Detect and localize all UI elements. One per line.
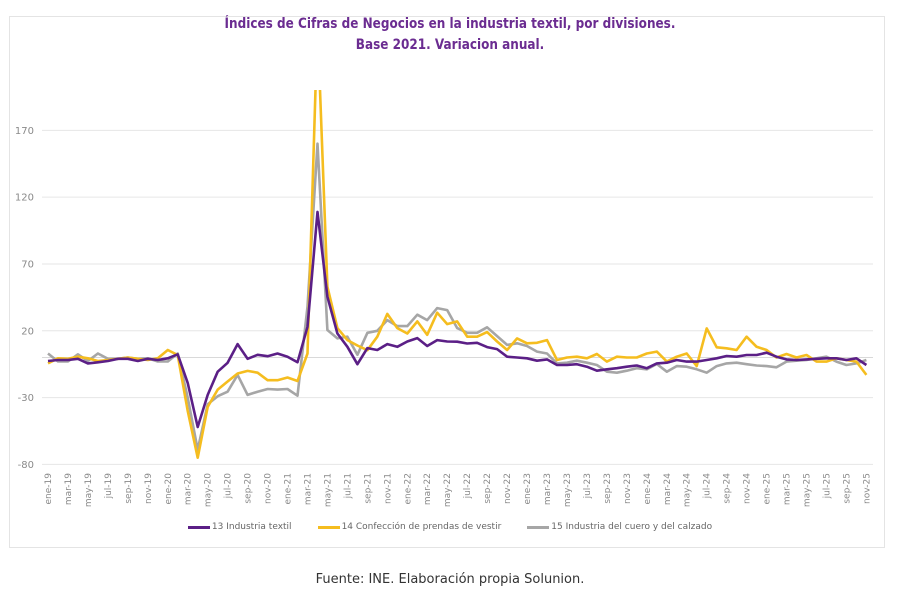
legend-swatch-textil xyxy=(187,525,210,529)
x-tick-label: nov-20 xyxy=(264,473,274,504)
x-tick-label: mar-19 xyxy=(64,473,74,505)
legend-item-confeccion[interactable]: 14 Confección de prendas de vestir xyxy=(317,522,502,532)
x-tick-label: ene-21 xyxy=(284,473,294,504)
x-tick-label: mar-25 xyxy=(783,473,793,505)
x-tick-label: ene-22 xyxy=(403,473,413,504)
gridlines xyxy=(42,129,873,465)
x-tick-label: jul-22 xyxy=(463,473,473,499)
chart-subtitle: Base 2021. Variacion anual. xyxy=(355,37,545,53)
x-tick-label: ene-24 xyxy=(643,473,653,505)
x-tick-label: jul-24 xyxy=(703,473,713,500)
x-tick-label: nov-23 xyxy=(623,473,633,504)
y-tick-label: 70 xyxy=(21,259,34,270)
x-tick-label: sep-19 xyxy=(124,473,134,504)
x-tick-label: jul-20 xyxy=(224,473,234,500)
x-tick-label: mar-21 xyxy=(303,473,313,505)
x-tick-label: ene-20 xyxy=(164,473,174,505)
x-tick-label: mar-20 xyxy=(184,473,194,505)
x-tick-label: sep-20 xyxy=(244,473,254,504)
y-tick-label: -30 xyxy=(18,393,34,404)
x-tick-label: may-21 xyxy=(323,473,333,507)
chart-title: Índices de Cifras de Negocios en la indu… xyxy=(63,14,837,56)
x-tick-label: mar-22 xyxy=(423,473,433,505)
legend-item-cuero[interactable]: 15 Industria del cuero y del calzado xyxy=(527,522,712,532)
series-line-cuero xyxy=(47,142,867,452)
x-tick-label: may-20 xyxy=(204,473,214,507)
y-axis-ticks: 170 120 70 20 -30 -80 xyxy=(15,126,34,471)
x-axis-ticks: ene-19 mar-19 may-19 jul-19 sep-19 nov-19 ene-… xyxy=(44,473,872,507)
x-tick-label: nov-25 xyxy=(862,473,872,504)
legend-swatch-confeccion xyxy=(317,525,340,529)
source-footer: Fuente: INE. Elaboración propia Solunion… xyxy=(315,572,585,587)
x-tick-label: jul-25 xyxy=(822,473,832,499)
series-line-textil xyxy=(47,210,868,429)
chart-container xyxy=(9,16,885,548)
chart-title-line1: Índices de Cifras de Negocios en la indu… xyxy=(224,16,676,32)
legend-label: 13 Industria textil xyxy=(211,522,292,532)
x-tick-label: sep-23 xyxy=(603,473,613,504)
legend: 13 Industria textil 14 Confección de pre… xyxy=(0,522,900,532)
legend-label: 14 Confección de prendas de vestir xyxy=(341,522,502,532)
x-tick-label: nov-19 xyxy=(144,473,154,504)
x-tick-label: ene-19 xyxy=(44,473,54,505)
x-tick-label: mar-24 xyxy=(663,473,673,505)
x-tick-label: jul-19 xyxy=(104,473,114,500)
x-tick-label: nov-21 xyxy=(383,473,393,504)
legend-label: 15 Industria del cuero y del calzado xyxy=(551,522,713,532)
x-tick-label: nov-22 xyxy=(503,473,513,504)
x-tick-label: may-23 xyxy=(563,473,573,507)
y-tick-label: -80 xyxy=(18,460,34,471)
x-tick-label: mar-23 xyxy=(543,473,553,505)
legend-swatch-cuero xyxy=(527,525,550,529)
y-tick-label: 20 xyxy=(21,326,34,337)
x-tick-label: ene-25 xyxy=(763,473,773,504)
x-tick-label: jul-21 xyxy=(343,473,353,499)
legend-item-textil[interactable]: 13 Industria textil xyxy=(187,522,292,532)
x-tick-label: may-22 xyxy=(443,473,453,507)
x-tick-label: sep-21 xyxy=(363,473,373,504)
x-tick-label: nov-24 xyxy=(743,473,753,504)
x-tick-label: sep-25 xyxy=(842,473,852,504)
x-tick-label: sep-22 xyxy=(483,473,493,504)
y-tick-label: 120 xyxy=(15,193,34,204)
y-tick-label: 170 xyxy=(15,126,34,137)
series-line-confeccion xyxy=(47,90,868,460)
x-tick-label: may-24 xyxy=(683,473,693,507)
x-tick-label: may-25 xyxy=(802,473,812,507)
x-tick-label: ene-23 xyxy=(523,473,533,504)
x-tick-label: jul-23 xyxy=(583,473,593,499)
x-tick-label: sep-24 xyxy=(723,473,733,504)
series-lines xyxy=(47,90,868,460)
x-tick-label: may-19 xyxy=(84,473,94,507)
